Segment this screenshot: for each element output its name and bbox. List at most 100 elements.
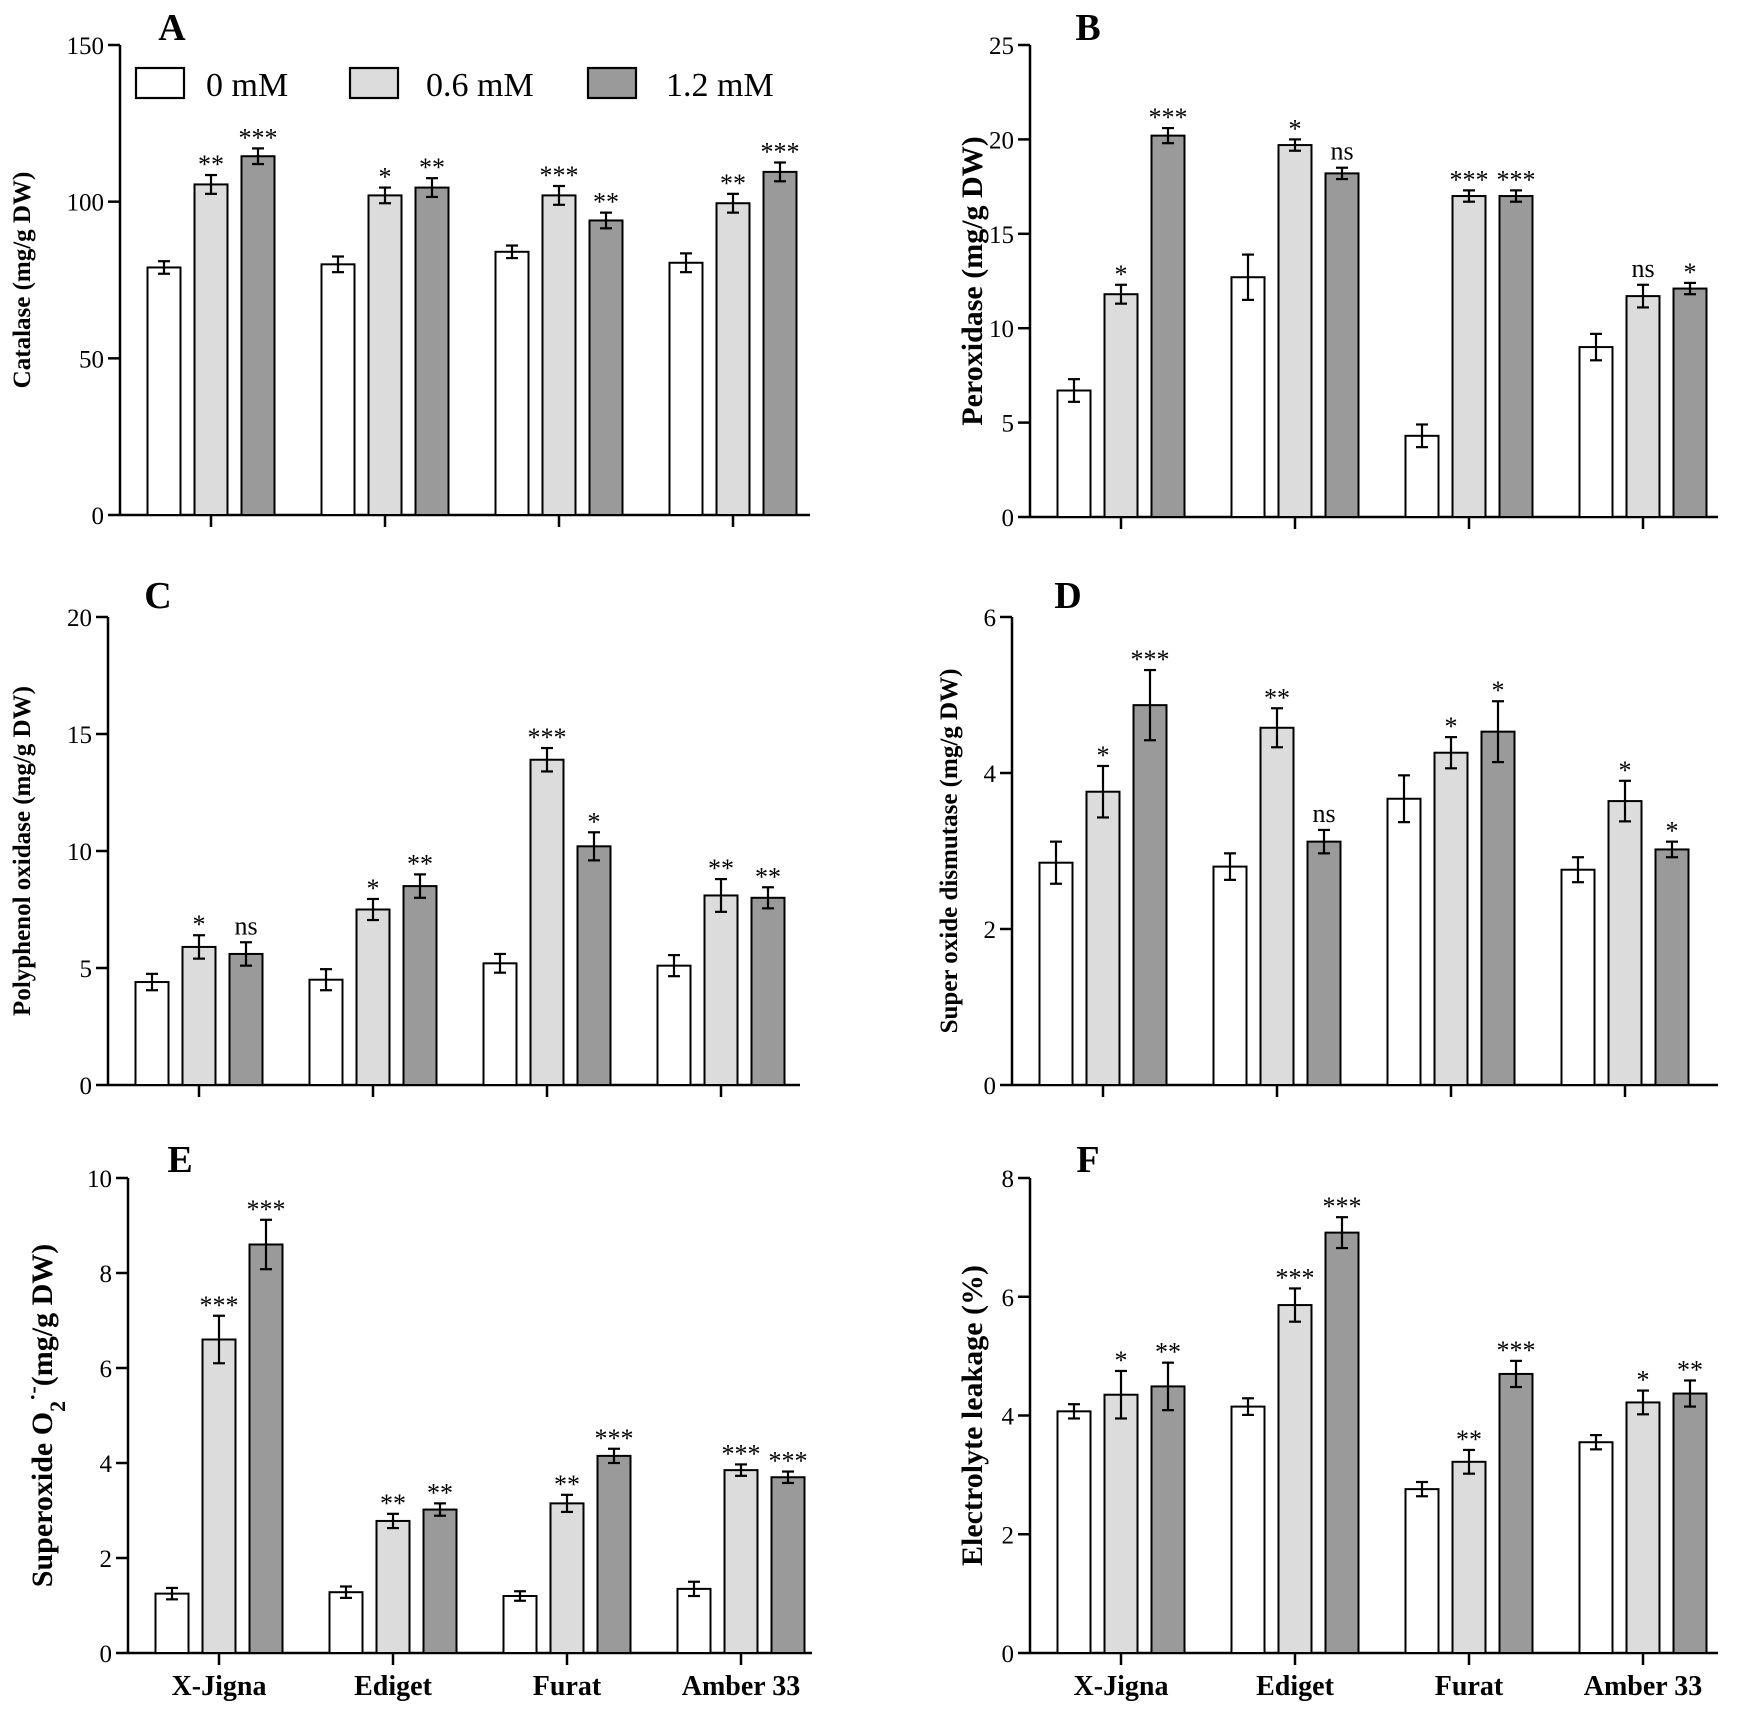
significance-label: * (588, 807, 601, 836)
bar (1103, 293, 1139, 518)
bar (181, 945, 217, 1086)
bar (750, 896, 786, 1086)
bar (1038, 861, 1074, 1087)
bar (1625, 1401, 1661, 1654)
bar (715, 202, 751, 516)
significance-label: ** (755, 862, 781, 891)
y-tick-label: 0 (92, 503, 105, 530)
y-tick-label: 0 (100, 1641, 113, 1668)
bar (201, 1338, 237, 1654)
bar (328, 1591, 364, 1654)
bar (703, 894, 739, 1087)
legend-swatch (348, 66, 400, 100)
bar (422, 1508, 458, 1655)
y-tick-label: 2 (1002, 1522, 1015, 1549)
legend-label: 1.2 mM (666, 67, 774, 104)
bar (1625, 295, 1661, 518)
significance-label: * (193, 910, 206, 939)
significance-label: *** (1450, 165, 1489, 194)
y-tick-label: 0 (1002, 505, 1015, 532)
bar (1230, 276, 1266, 518)
y-axis-label: Superoxide O2·-(mg/g DW) (20, 1244, 70, 1587)
bar (668, 261, 704, 516)
bar (1451, 1460, 1487, 1654)
significance-label: *** (1323, 1192, 1362, 1221)
significance-label: *** (200, 1291, 239, 1320)
significance-label: ** (1155, 1338, 1181, 1367)
y-tick-label: 2 (100, 1546, 113, 1573)
y-tick-label: 15 (989, 222, 1014, 249)
significance-label: ** (1677, 1355, 1703, 1384)
significance-label: *** (1497, 165, 1536, 194)
bar (1386, 797, 1422, 1086)
bar (1324, 172, 1360, 518)
significance-label: ** (380, 1489, 406, 1518)
y-tick-label: 25 (989, 33, 1014, 60)
bar (1672, 287, 1708, 518)
bar (1578, 346, 1614, 518)
y-tick-label: 0 (984, 1073, 997, 1100)
y-tick-label: 6 (1002, 1285, 1015, 1312)
significance-label: * (1619, 756, 1632, 785)
significance-label: ** (1264, 683, 1290, 712)
significance-label: * (1289, 114, 1302, 143)
bar (596, 1454, 632, 1654)
significance-label: *** (722, 1439, 761, 1468)
x-tick-label: Amber 33 (682, 1671, 800, 1702)
y-tick-label: 4 (1002, 1404, 1015, 1431)
bar (1132, 704, 1168, 1086)
significance-label: * (1492, 676, 1505, 705)
bar (193, 183, 229, 517)
y-axis-label: Electrolyte leakage (%) (956, 1265, 989, 1566)
significance-label: ** (720, 169, 746, 198)
bar (482, 962, 518, 1087)
significance-label: * (1445, 712, 1458, 741)
significance-label: *** (540, 161, 579, 190)
bar (1404, 434, 1440, 519)
bar (770, 1476, 806, 1654)
bar (1324, 1231, 1360, 1654)
panel-letter: E (167, 1139, 192, 1181)
significance-label: *** (1497, 1336, 1536, 1365)
significance-label: ns (1312, 799, 1335, 828)
significance-label: * (1115, 260, 1128, 289)
x-tick-label: X-Jigna (1074, 1671, 1169, 1702)
significance-label: ** (419, 153, 445, 182)
panel-letter: A (158, 7, 186, 49)
y-tick-label: 0 (1002, 1641, 1015, 1668)
y-tick-label: 10 (87, 1166, 112, 1193)
y-tick-label: 8 (1002, 1166, 1015, 1193)
significance-label: ** (198, 150, 224, 179)
significance-label: *** (239, 123, 278, 152)
y-axis-label: Peroxidase (mg/g DW) (956, 136, 989, 425)
bar (576, 845, 612, 1086)
x-tick-label: Ediget (1256, 1671, 1334, 1702)
bar (723, 1469, 759, 1654)
bar (1103, 1393, 1139, 1654)
panel-letter: B (1075, 7, 1100, 49)
significance-label: ** (708, 854, 734, 883)
bar (1433, 751, 1469, 1086)
bar (1480, 730, 1516, 1086)
significance-label: * (1684, 258, 1697, 287)
bar (1498, 195, 1534, 518)
significance-label: * (367, 874, 380, 903)
bar (1056, 389, 1092, 518)
bar (656, 964, 692, 1086)
significance-label: ** (407, 849, 433, 878)
bar (1150, 134, 1186, 518)
panel-c: C 0 5 10 15 20 Polyphenol oxidase (mg/g DW) * ns… (9, 575, 800, 1100)
legend-label: 0.6 mM (426, 67, 534, 104)
significance-label: ** (554, 1470, 580, 1499)
significance-label: * (1666, 817, 1679, 846)
bar (308, 978, 344, 1087)
bar (375, 1519, 411, 1654)
x-tick-label: Amber 33 (1584, 1671, 1702, 1702)
bar (1056, 1410, 1092, 1654)
bar (134, 981, 170, 1086)
x-tick-label: Furat (1435, 1671, 1504, 1702)
bar (1306, 840, 1342, 1087)
